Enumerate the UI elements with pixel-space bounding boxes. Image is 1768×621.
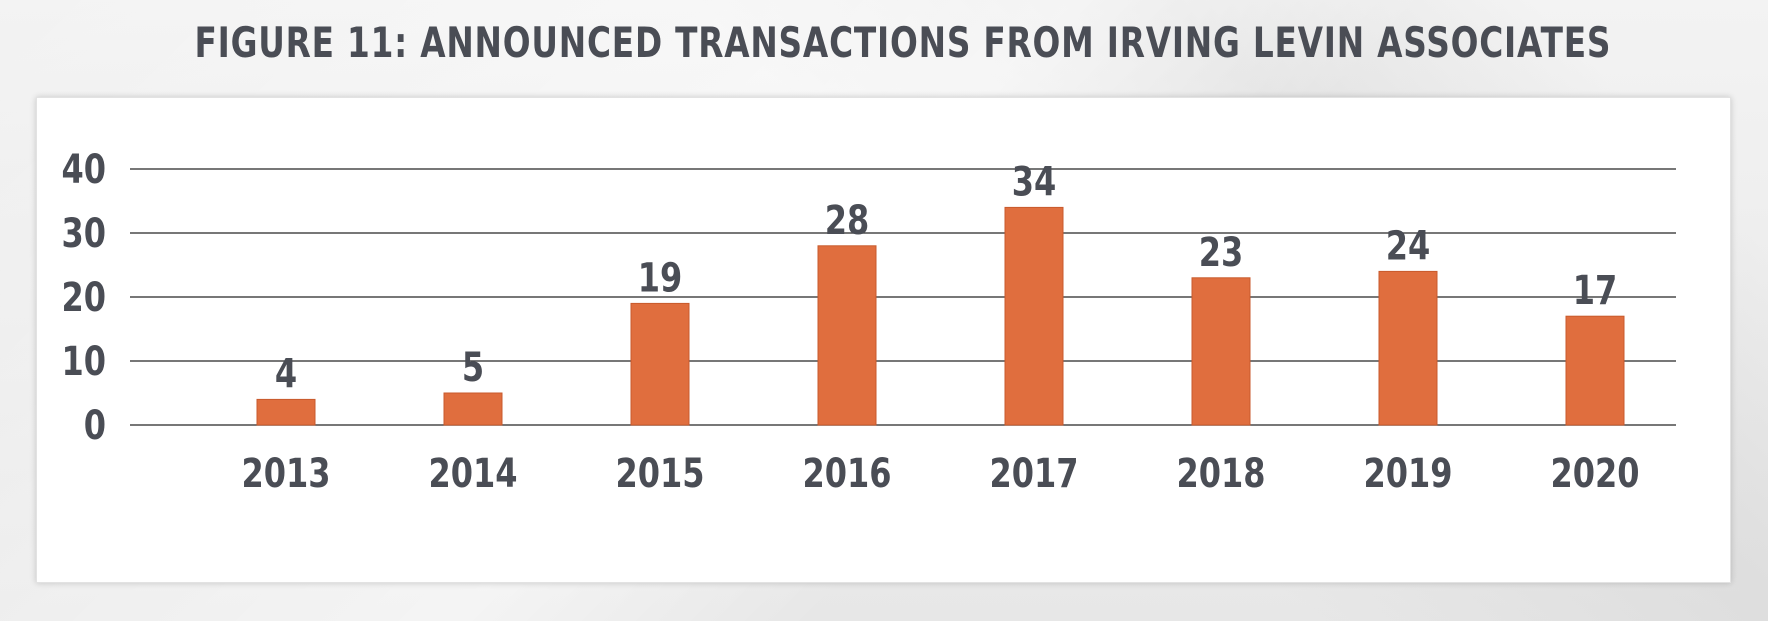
- bar-2017: [1004, 206, 1064, 426]
- x-tick-label-2014: 2014: [428, 449, 517, 496]
- data-label-2013: 4: [275, 350, 297, 397]
- bar-2020: [1565, 315, 1625, 426]
- chart-panel: 0 10 20 30 40 4 5 19 28 34 23 24 17 2013 2014 2015 201…: [36, 97, 1731, 583]
- bar-2015: [630, 302, 690, 426]
- data-label-2015: 19: [638, 254, 683, 301]
- bar-2018: [1191, 277, 1251, 426]
- data-labels: 4 5 19 28 34 23 24 17: [275, 158, 1617, 397]
- x-tick-label-2013: 2013: [241, 449, 330, 496]
- data-label-2018: 23: [1199, 228, 1244, 275]
- y-axis-ticks: 0 10 20 30 40: [61, 145, 106, 448]
- x-axis-labels: 2013 2014 2015 2016 2017 2018 2019 2020: [241, 449, 1639, 496]
- bar-2016: [817, 245, 877, 426]
- x-tick-label-2019: 2019: [1363, 449, 1452, 496]
- bars: [256, 206, 1625, 426]
- y-tick-label: 30: [61, 209, 106, 256]
- bar-2014: [443, 392, 503, 426]
- y-tick-label: 10: [61, 337, 106, 384]
- x-tick-label-2015: 2015: [615, 449, 704, 496]
- figure-title: FIGURE 11: ANNOUNCED TRANSACTIONS FROM I…: [194, 18, 1612, 67]
- data-label-2020: 17: [1573, 267, 1618, 314]
- gridlines: [130, 168, 1676, 426]
- bar-2013: [256, 398, 316, 426]
- y-tick-label: 20: [61, 273, 106, 320]
- bar-2019: [1378, 270, 1438, 426]
- data-label-2019: 24: [1386, 222, 1431, 269]
- x-tick-label-2020: 2020: [1550, 449, 1639, 496]
- x-tick-label-2017: 2017: [989, 449, 1078, 496]
- data-label-2017: 34: [1012, 158, 1057, 205]
- data-label-2014: 5: [462, 343, 484, 390]
- x-tick-label-2018: 2018: [1176, 449, 1265, 496]
- y-tick-label: 0: [84, 401, 106, 448]
- x-tick-label-2016: 2016: [802, 449, 891, 496]
- y-tick-label: 40: [61, 145, 106, 192]
- data-label-2016: 28: [825, 196, 870, 243]
